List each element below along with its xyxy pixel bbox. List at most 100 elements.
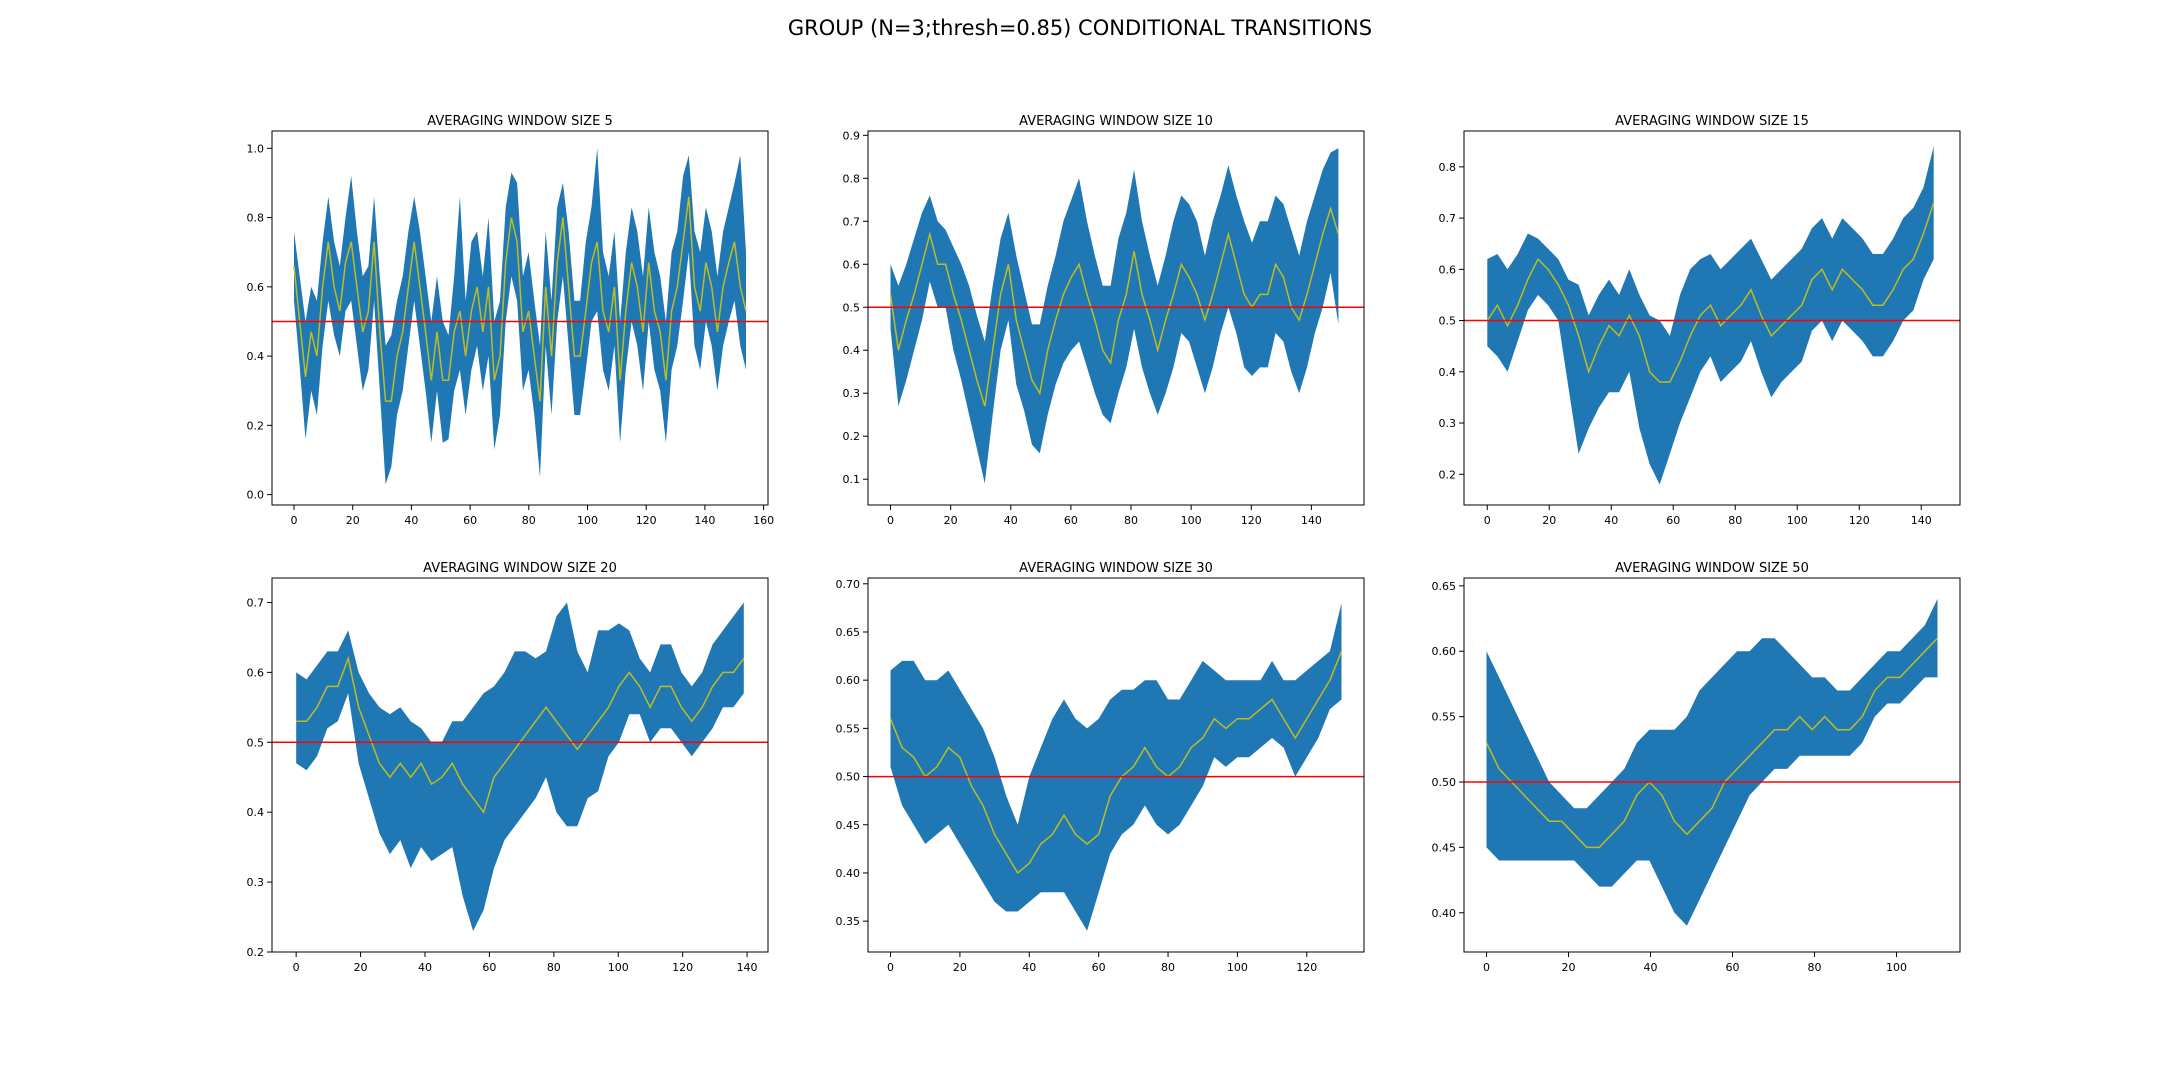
- x-tick-label: 100: [1181, 514, 1202, 527]
- x-tick-label: 160: [753, 514, 774, 527]
- y-tick-label: 0.1: [843, 473, 861, 486]
- x-tick-label: 20: [1562, 961, 1576, 974]
- x-tick-label: 100: [608, 961, 629, 974]
- chart-panel-4: 0 20 40 60 80 100 120 140 0.2 0.3 0.4 0.5 0.6 0.7 AVER…: [247, 561, 769, 974]
- y-tick-label: 0.55: [836, 722, 861, 735]
- y-tick-label: 0.4: [247, 806, 265, 819]
- y-tick-label: 0.9: [843, 129, 861, 142]
- mean-line: [293, 196, 747, 402]
- y-tick-label: 0.8: [843, 172, 861, 185]
- y-tick-label: 0.40: [836, 867, 861, 880]
- x-tick-label: 60: [463, 514, 477, 527]
- y-tick-label: 0.7: [843, 215, 861, 228]
- y-tick-label: 0.40: [1432, 907, 1457, 920]
- mean-line: [889, 651, 1343, 875]
- y-tick-label: 0.50: [836, 771, 861, 784]
- y-tick-label: 0.55: [1432, 711, 1457, 724]
- mean-line: [889, 205, 1340, 407]
- x-tick-label: 40: [1604, 514, 1618, 527]
- x-tick-label: 120: [672, 961, 693, 974]
- x-tick-label: 20: [1542, 514, 1556, 527]
- figure-title: GROUP (N=3;thresh=0.85) CONDITIONAL TRAN…: [787, 16, 1373, 40]
- confidence-band: [294, 148, 746, 485]
- y-tick-label: 0.5: [843, 301, 861, 314]
- x-tick-label: 80: [1728, 514, 1742, 527]
- axes-frame: [1463, 130, 1961, 506]
- y-tick-label: 0.4: [843, 344, 861, 357]
- mean-line: [1485, 637, 1939, 849]
- x-tick-label: 0: [291, 514, 298, 527]
- y-tick-label: 0.45: [836, 819, 861, 832]
- y-tick-label: 0.8: [247, 212, 265, 225]
- y-tick-label: 0.5: [1439, 315, 1457, 328]
- y-tick-label: 0.2: [247, 946, 265, 959]
- y-tick-label: 0.2: [1439, 468, 1457, 481]
- chart-panel-1: 0 20 40 60 80 100 120 140 160 0.0 0.2 0.4 0.6 0.8 1.0 A…: [247, 114, 775, 527]
- y-tick-label: 0.8: [1439, 161, 1457, 174]
- x-tick-label: 120: [1849, 514, 1870, 527]
- x-tick-label: 0: [887, 961, 894, 974]
- x-tick-label: 120: [1296, 961, 1317, 974]
- y-tick-label: 0.3: [247, 876, 265, 889]
- x-tick-label: 20: [354, 961, 368, 974]
- y-tick-label: 0.6: [247, 281, 265, 294]
- x-tick-label: 80: [522, 514, 536, 527]
- x-tick-label: 60: [1666, 514, 1680, 527]
- x-tick-label: 100: [1227, 961, 1248, 974]
- y-tick-label: 0.0: [247, 489, 265, 502]
- panel-title: AVERAGING WINDOW SIZE 10: [1019, 114, 1213, 129]
- y-tick-label: 0.70: [836, 578, 861, 591]
- confidence-band: [890, 603, 1342, 931]
- axes-frame: [1463, 577, 1961, 953]
- y-tick-label: 0.6: [843, 258, 861, 271]
- y-tick-label: 0.65: [836, 626, 861, 639]
- x-tick-label: 40: [1004, 514, 1018, 527]
- panel-title: AVERAGING WINDOW SIZE 15: [1615, 114, 1809, 129]
- panel-title: AVERAGING WINDOW SIZE 20: [423, 561, 617, 576]
- panel-title: AVERAGING WINDOW SIZE 30: [1019, 561, 1213, 576]
- y-tick-label: 0.60: [1432, 645, 1457, 658]
- x-tick-label: 100: [1787, 514, 1808, 527]
- y-tick-label: 0.7: [247, 596, 265, 609]
- y-tick-label: 0.4: [247, 350, 265, 363]
- chart-panel-3: 0 20 40 60 80 100 120 140 0.2 0.3 0.4 0.5 0.6 0.7 0.8 A…: [1439, 114, 1961, 527]
- chart-panel-5: 0 20 40 60 80 100 120 0.35 0.40 0.45 0.50 0.55 0.60 0…: [836, 561, 1365, 974]
- confidence-band: [296, 602, 744, 931]
- axes-frame: [271, 130, 769, 506]
- confidence-band: [1487, 146, 1934, 485]
- panel-title: AVERAGING WINDOW SIZE 50: [1615, 561, 1809, 576]
- x-tick-label: 40: [1022, 961, 1036, 974]
- x-tick-label: 120: [636, 514, 657, 527]
- x-tick-label: 140: [1911, 514, 1932, 527]
- y-tick-label: 0.2: [247, 419, 265, 432]
- x-tick-label: 140: [1301, 514, 1322, 527]
- x-tick-label: 140: [694, 514, 715, 527]
- y-tick-label: 0.35: [836, 915, 861, 928]
- panel-title: AVERAGING WINDOW SIZE 5: [427, 114, 612, 129]
- y-tick-label: 0.45: [1432, 841, 1457, 854]
- y-tick-label: 0.3: [843, 387, 861, 400]
- y-tick-label: 0.50: [1432, 776, 1457, 789]
- x-tick-label: 40: [418, 961, 432, 974]
- y-tick-label: 0.3: [1439, 417, 1457, 430]
- chart-panel-6: 0 20 40 60 80 100 0.40 0.45 0.50 0.55 0.60 0.65 AVER…: [1432, 561, 1961, 974]
- y-tick-label: 0.6: [247, 666, 265, 679]
- x-tick-label: 80: [1807, 961, 1821, 974]
- x-tick-label: 60: [1725, 961, 1739, 974]
- x-tick-label: 60: [1092, 961, 1106, 974]
- x-tick-label: 80: [1161, 961, 1175, 974]
- axes-frame: [271, 577, 769, 953]
- x-tick-label: 100: [1886, 961, 1907, 974]
- x-tick-label: 40: [1644, 961, 1658, 974]
- y-tick-label: 0.2: [843, 430, 861, 443]
- y-tick-label: 0.60: [836, 674, 861, 687]
- y-tick-label: 0.4: [1439, 366, 1457, 379]
- x-tick-label: 0: [293, 961, 300, 974]
- y-tick-label: 0.7: [1439, 212, 1457, 225]
- axes-frame: [867, 577, 1365, 953]
- axes-frame: [867, 130, 1365, 506]
- x-tick-label: 100: [577, 514, 598, 527]
- chart-panel-2: 0 20 40 60 80 100 120 140 0.1 0.2 0.3 0.4 0.5 0.6 0.7 0…: [843, 114, 1365, 527]
- x-tick-label: 120: [1241, 514, 1262, 527]
